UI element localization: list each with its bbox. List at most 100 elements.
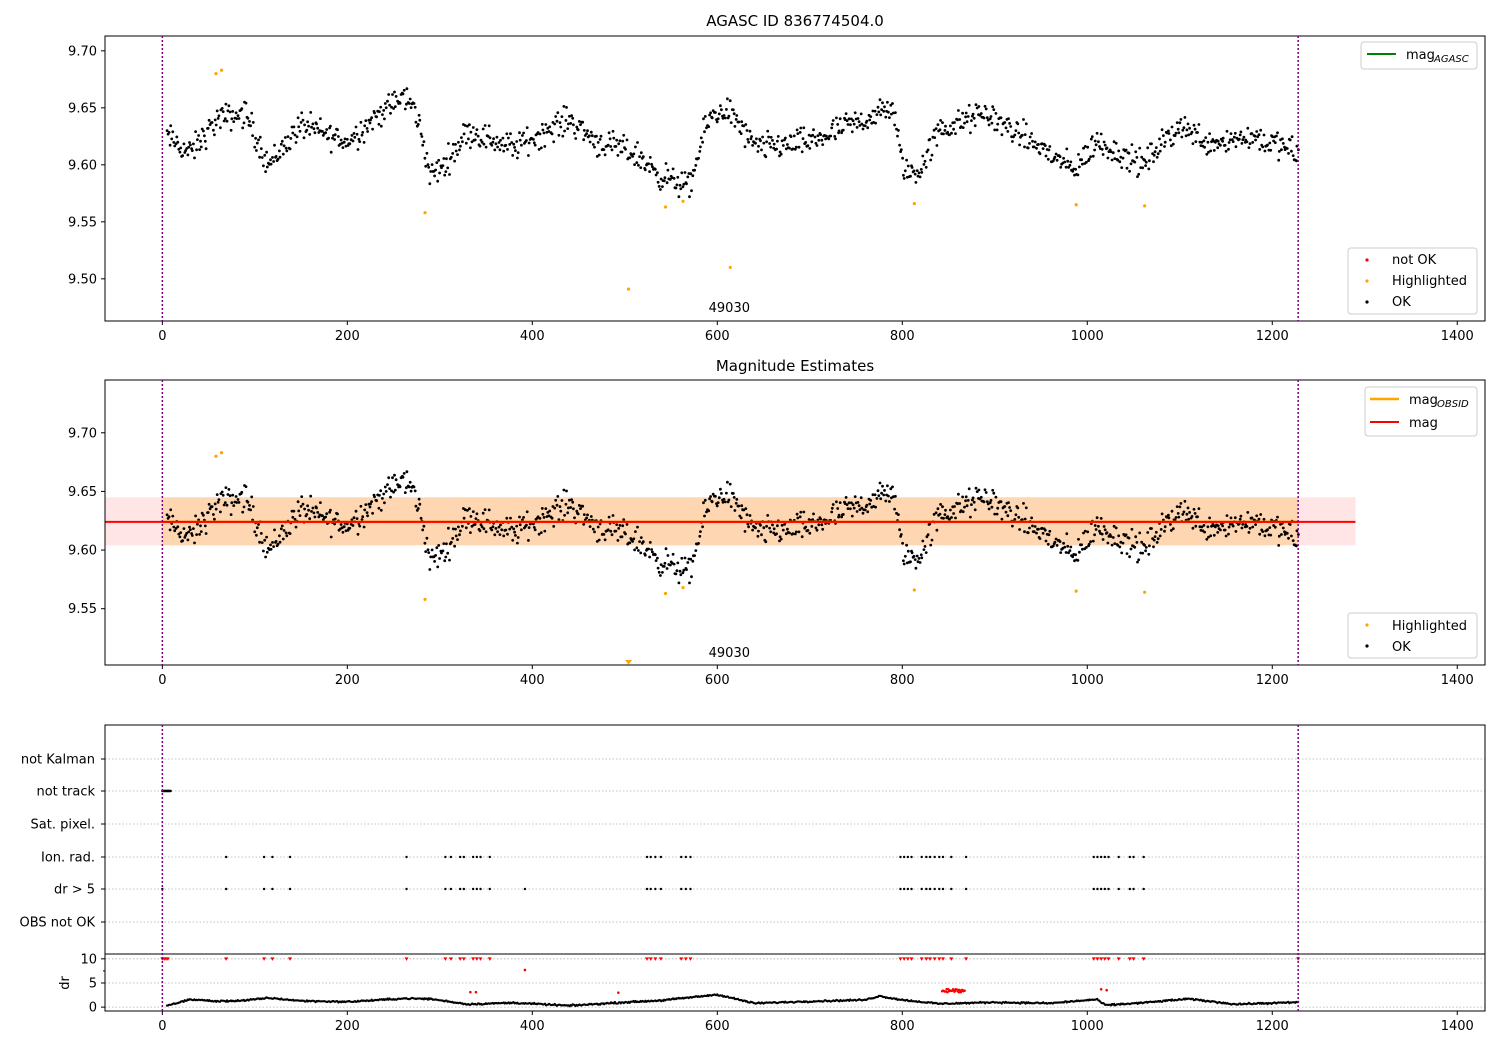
magnitude-ok-point bbox=[1254, 523, 1257, 526]
agasc-ok-point bbox=[405, 87, 409, 91]
magnitude-ok-point bbox=[942, 516, 945, 520]
magnitude-ok-point bbox=[356, 532, 360, 536]
magnitude-ok-point bbox=[566, 511, 570, 515]
agasc-ok-point bbox=[467, 137, 470, 141]
magnitude-ok-point bbox=[1259, 513, 1263, 516]
agasc-ok-point bbox=[1184, 134, 1188, 138]
magnitude-ok-point bbox=[1148, 544, 1151, 548]
agasc-ok-point bbox=[961, 111, 964, 115]
magnitude-ok-point bbox=[746, 522, 750, 526]
magnitude-ok-point bbox=[1221, 524, 1224, 528]
magnitude-ok-point bbox=[236, 498, 240, 501]
agasc-ok-point bbox=[639, 166, 643, 170]
magnitude-ok-point bbox=[1020, 518, 1024, 522]
agasc-ok-point bbox=[493, 148, 497, 152]
magnitude-ok-point bbox=[732, 496, 736, 499]
magnitude-ok-point bbox=[223, 501, 227, 504]
agasc-ok-point bbox=[497, 141, 501, 144]
magnitude-ok-point bbox=[624, 532, 627, 536]
agasc-ok-point bbox=[1227, 141, 1231, 144]
magnitude-ok-point bbox=[810, 525, 814, 528]
agasc-ok-point bbox=[1051, 159, 1055, 163]
agasc-ok-point bbox=[897, 129, 900, 132]
magnitude-ok-point bbox=[748, 514, 752, 517]
magnitude-ok-point bbox=[1137, 558, 1141, 562]
agasc-ok-point bbox=[185, 147, 189, 150]
magnitude-ok-point bbox=[491, 525, 495, 529]
agasc-ok-point bbox=[1089, 155, 1092, 159]
agasc-ok-point bbox=[249, 124, 253, 128]
agasc-ok-point bbox=[373, 111, 376, 115]
agasc-ok-point bbox=[797, 145, 801, 149]
dr-clipped-marker bbox=[898, 957, 903, 961]
agasc-ok-point bbox=[622, 133, 626, 137]
magnitude-ok-point bbox=[493, 533, 497, 537]
magnitude-ok-point bbox=[382, 492, 386, 496]
magnitude-ok-point bbox=[1091, 539, 1095, 543]
magnitude-ok-point bbox=[657, 570, 661, 574]
agasc-ok-point bbox=[612, 136, 616, 140]
agasc-ok-point bbox=[851, 119, 855, 123]
agasc-ok-point bbox=[725, 108, 728, 111]
agasc-ok-point bbox=[881, 101, 884, 105]
agasc-ok-point bbox=[648, 156, 652, 159]
agasc-ok-point bbox=[444, 170, 448, 174]
magnitude-ok-point bbox=[448, 558, 451, 562]
magnitude-ok-point bbox=[1011, 524, 1014, 528]
magnitude-ok-point bbox=[384, 490, 388, 493]
agasc-ok-point bbox=[936, 123, 940, 126]
flag-point bbox=[479, 887, 482, 891]
flag-point bbox=[684, 887, 688, 891]
agasc-ok-point bbox=[561, 134, 565, 138]
flag-point bbox=[933, 887, 936, 891]
magnitude-ok-point bbox=[1081, 547, 1084, 551]
agasc-ok-point bbox=[671, 167, 675, 171]
magnitude-ok-point bbox=[1138, 531, 1142, 535]
agasc-ok-point bbox=[1031, 139, 1034, 143]
magnitude-ok-point bbox=[967, 487, 971, 491]
agasc-ok-point bbox=[505, 132, 509, 136]
agasc-ok-point bbox=[970, 119, 973, 122]
magnitude-ok-point bbox=[469, 515, 473, 518]
agasc-ok-point bbox=[319, 117, 322, 120]
magnitude-ok-point bbox=[901, 541, 904, 545]
agasc-ok-point bbox=[246, 116, 250, 120]
agasc-ok-point bbox=[1163, 145, 1166, 148]
magnitude-ok-point bbox=[229, 513, 233, 516]
magnitude-ok-point bbox=[468, 507, 471, 511]
flag-point bbox=[1092, 887, 1095, 891]
magnitude-ok-point bbox=[760, 533, 763, 537]
magnitude-ok-point bbox=[204, 532, 208, 535]
agasc-ok-point bbox=[269, 162, 273, 166]
flag-point bbox=[950, 855, 953, 859]
magnitude-ok-point bbox=[482, 527, 486, 531]
magnitude-ok-point bbox=[598, 522, 602, 526]
agasc-ok-point bbox=[474, 132, 478, 136]
magnitude-ok-point bbox=[568, 498, 571, 502]
agasc-ok-point bbox=[902, 177, 906, 180]
agasc-ok-point bbox=[1219, 143, 1222, 147]
magnitude-ok-point bbox=[743, 530, 747, 533]
flag-point bbox=[906, 887, 910, 891]
magnitude-ok-point bbox=[921, 539, 925, 543]
agasc-ok-point bbox=[219, 126, 222, 130]
magnitude-ok-point bbox=[929, 543, 933, 547]
agasc-ok-point bbox=[1153, 150, 1157, 154]
flag-point bbox=[902, 855, 906, 859]
magnitude-ok-point bbox=[1095, 516, 1099, 520]
dr-clipped-marker bbox=[1131, 957, 1136, 961]
magnitude-ytick-label: 9.55 bbox=[68, 602, 97, 617]
agasc-ok-point bbox=[596, 141, 600, 144]
magnitude-ok-point bbox=[341, 530, 345, 534]
magnitude-ok-point bbox=[725, 491, 728, 495]
agasc-ok-point bbox=[487, 124, 491, 128]
agasc-ok-point bbox=[1216, 139, 1220, 143]
agasc-ok-point bbox=[675, 183, 679, 187]
magnitude-ok-point bbox=[461, 524, 464, 528]
agasc-ok-point bbox=[632, 152, 636, 156]
agasc-ok-point bbox=[1037, 143, 1040, 146]
magnitude-ok-point bbox=[516, 541, 519, 545]
agasc-ok-point bbox=[248, 120, 251, 123]
magnitude-ok-point bbox=[647, 547, 650, 551]
